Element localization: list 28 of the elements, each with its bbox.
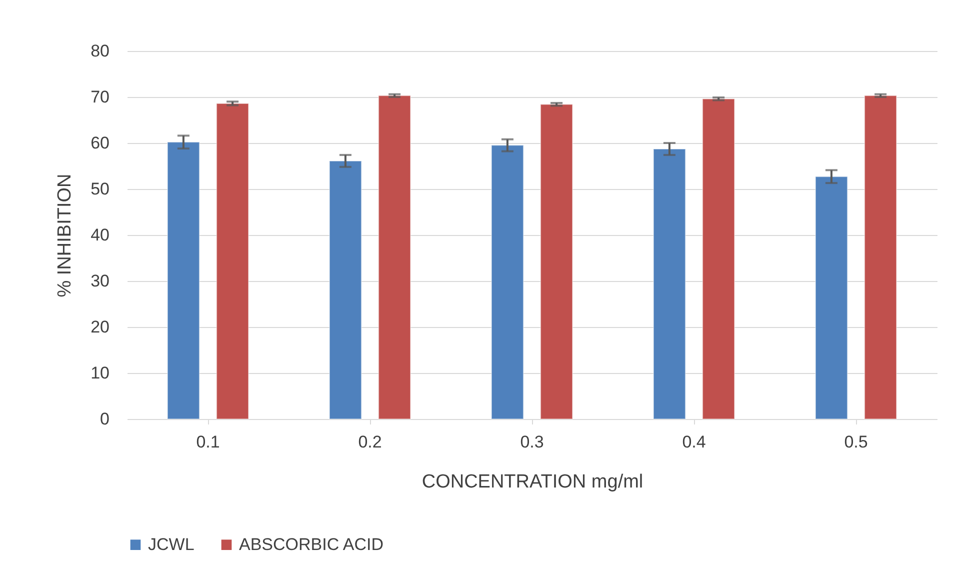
y-tick-label: 40 [90, 226, 110, 244]
y-tick-label: 0 [100, 410, 110, 428]
y-tick-label: 80 [90, 42, 110, 60]
bar [167, 142, 200, 420]
x-tick-label: 0.5 [844, 432, 868, 452]
bar [815, 176, 848, 420]
x-axis-title: CONCENTRATION mg/ml [422, 472, 644, 492]
bar [702, 98, 735, 420]
legend-label: JCWL [148, 534, 194, 554]
bar [378, 95, 411, 420]
y-tick-label: 10 [90, 364, 110, 382]
y-axis-title: % INHIBITION [54, 174, 76, 298]
bar [491, 144, 524, 420]
bar [653, 148, 686, 420]
legend-label: ABSCORBIC ACID [239, 534, 384, 554]
bar [540, 104, 573, 420]
bar [216, 102, 249, 420]
y-tick-label: 60 [90, 134, 110, 152]
x-tick-label: 0.2 [358, 432, 382, 452]
y-tick-label: 20 [90, 318, 110, 336]
y-tick-label: 70 [90, 88, 110, 106]
bar [864, 95, 897, 420]
y-tick-label: 50 [90, 180, 110, 198]
bar [329, 160, 362, 420]
x-tick-label: 0.1 [196, 432, 220, 452]
x-tick-label: 0.3 [520, 432, 544, 452]
x-tick-label: 0.4 [682, 432, 706, 452]
y-tick-label: 30 [90, 272, 110, 290]
